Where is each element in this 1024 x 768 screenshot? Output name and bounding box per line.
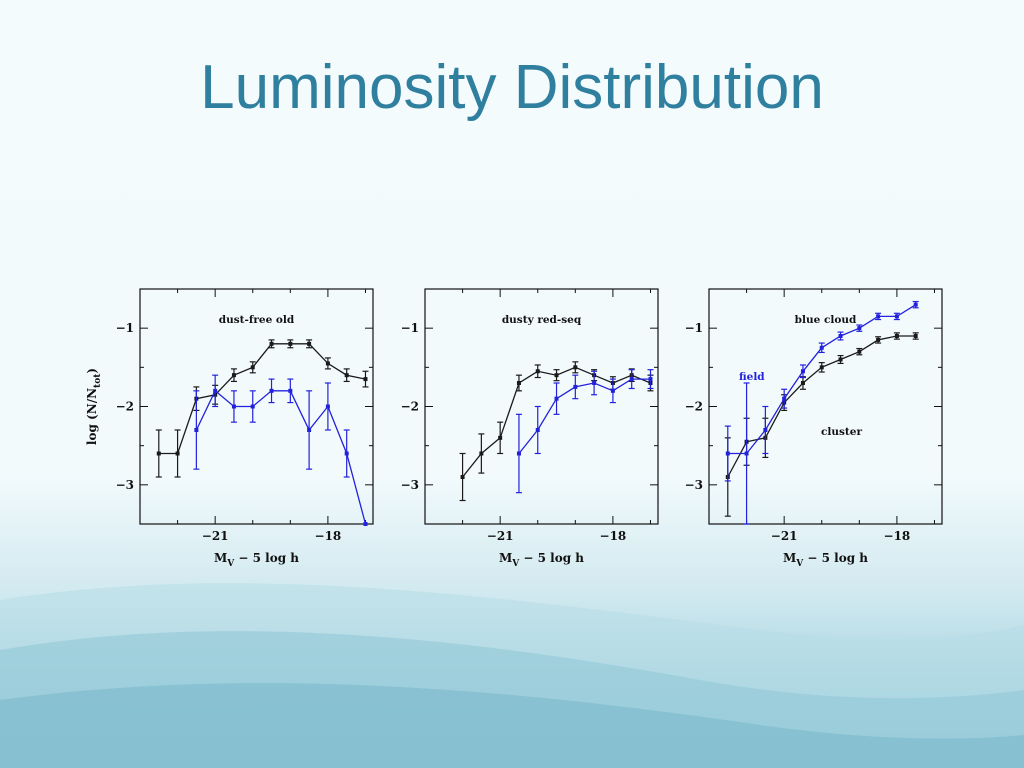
x-tick-label: −21	[771, 529, 798, 543]
x-tick-label: −21	[487, 529, 514, 543]
data-point	[156, 451, 161, 456]
data-point	[573, 365, 578, 370]
series-field	[724, 300, 919, 525]
y-tick-label: −2	[685, 400, 703, 414]
data-point	[894, 334, 899, 338]
data-point	[479, 451, 484, 456]
data-point	[288, 341, 293, 346]
data-point	[763, 428, 768, 432]
series-line	[518, 378, 651, 454]
data-point	[725, 451, 730, 456]
x-tick-label: −18	[600, 529, 627, 543]
y-tick-label: −1	[401, 321, 419, 335]
data-point	[460, 475, 465, 479]
data-point	[554, 373, 559, 378]
x-axis-label: MV − 5 log h	[499, 551, 584, 569]
data-point	[838, 334, 843, 338]
data-point	[592, 381, 597, 385]
x-tick-label: −21	[202, 529, 229, 543]
data-point	[516, 451, 521, 456]
data-point	[344, 451, 349, 456]
series-cluster	[155, 339, 369, 478]
data-point	[269, 388, 274, 393]
data-point	[913, 302, 918, 307]
data-point	[535, 369, 540, 374]
field-annotation: field	[739, 371, 765, 383]
y-axis-label: log (N/Ntot)	[85, 368, 103, 445]
data-point	[231, 373, 236, 378]
data-point	[648, 377, 653, 382]
data-point	[819, 365, 824, 370]
panel-2: −1 −2 −3 −21 −18 MV − 5 log h dusty red-seq	[401, 288, 659, 569]
data-point	[307, 341, 312, 346]
data-point	[325, 404, 330, 409]
data-point	[857, 349, 862, 354]
data-point	[269, 341, 274, 346]
y-tick-label: −1	[116, 321, 134, 335]
data-point	[800, 381, 805, 385]
data-point	[307, 428, 312, 432]
panel-label: blue cloud	[795, 314, 857, 326]
data-point	[516, 381, 521, 385]
series-field	[193, 374, 368, 526]
y-tick-label: −3	[116, 478, 134, 492]
data-point	[535, 428, 540, 432]
y-tick-label: −3	[685, 478, 703, 492]
x-tick-label: −18	[315, 529, 342, 543]
panel-1: −1 −2 −3 −21 −18 MV − 5 log h log (N/Ntot) dust…	[85, 288, 374, 569]
data-point	[610, 388, 615, 393]
panel-label: dust-free old	[219, 314, 295, 326]
data-point	[325, 361, 330, 366]
data-point	[288, 388, 293, 393]
x-axis-label: MV − 5 log h	[214, 551, 299, 569]
data-point	[782, 396, 787, 401]
data-point	[819, 345, 824, 350]
data-point	[231, 404, 236, 409]
data-point	[744, 451, 749, 456]
x-axis-label: MV − 5 log h	[783, 551, 868, 569]
data-point	[573, 384, 578, 389]
series-line	[158, 343, 366, 455]
luminosity-figure: −1 −2 −3 −21 −18 MV − 5 log h log (N/Ntot) dust…	[85, 288, 943, 569]
data-point	[194, 428, 199, 432]
series-field	[515, 369, 654, 494]
data-point	[363, 377, 368, 382]
series-line	[727, 335, 916, 478]
data-point	[213, 388, 218, 393]
data-point	[250, 365, 255, 370]
data-point	[838, 357, 843, 362]
x-tick-label: −18	[884, 529, 911, 543]
data-point	[857, 326, 862, 331]
y-tick-label: −3	[401, 478, 419, 492]
panel-3: −1 −2 −3 −21 −18 MV − 5 log h blue cloud field c…	[685, 288, 943, 569]
data-point	[629, 377, 634, 382]
slide-title: Luminosity Distribution	[200, 53, 824, 122]
data-point	[363, 522, 368, 526]
series-line	[195, 389, 367, 525]
y-tick-label: −1	[685, 321, 703, 335]
y-tick-label: −2	[116, 400, 134, 414]
data-point	[894, 314, 899, 319]
data-point	[344, 373, 349, 378]
data-point	[913, 334, 918, 338]
cluster-annotation: cluster	[821, 426, 862, 438]
data-point	[554, 396, 559, 401]
y-tick-label: −2	[401, 400, 419, 414]
data-point	[175, 451, 180, 456]
series-cluster	[724, 332, 919, 517]
panel-label: dusty red-seq	[502, 314, 582, 326]
data-point	[800, 369, 805, 374]
data-point	[876, 337, 881, 342]
data-point	[498, 435, 503, 440]
data-point	[876, 314, 881, 319]
data-point	[250, 404, 255, 409]
